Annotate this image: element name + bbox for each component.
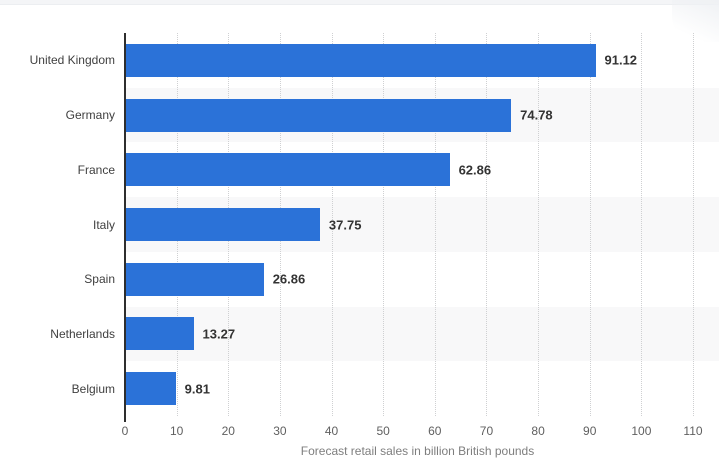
x-tick-label-60: 60 [428, 424, 442, 438]
bar-united-kingdom[interactable] [125, 43, 596, 77]
value-label-netherlands: 13.27 [202, 326, 236, 342]
gridline [641, 33, 643, 416]
x-tick-label-80: 80 [531, 424, 545, 438]
gridline [538, 33, 540, 416]
gridline [589, 33, 591, 416]
gridline [434, 33, 436, 416]
x-tick-label-0: 0 [121, 424, 129, 438]
bar-italy[interactable] [125, 208, 320, 241]
y-axis-line [124, 33, 126, 422]
x-tick-label-50: 50 [376, 424, 390, 438]
gridline [693, 33, 694, 416]
category-label-germany: Germany [65, 108, 115, 123]
x-tick-label-90: 90 [583, 424, 597, 438]
category-label-france: France [77, 162, 115, 177]
page-top-divider [0, 0, 719, 5]
gridline [383, 33, 385, 416]
corner-shade [672, 0, 719, 42]
category-label-united-kingdom: United Kingdom [29, 53, 115, 68]
gridline [486, 33, 488, 416]
value-label-united-kingdom: 91.12 [604, 52, 638, 68]
value-label-belgium: 9.81 [184, 381, 210, 397]
bar-france[interactable] [125, 153, 450, 187]
x-axis-title: Forecast retail sales in billion British… [300, 444, 535, 458]
x-tick-label-10: 10 [169, 424, 184, 438]
x-tick-label-40: 40 [324, 424, 339, 438]
category-label-spain: Spain [84, 272, 115, 287]
bar-germany[interactable] [125, 98, 512, 132]
value-label-germany: 74.78 [520, 107, 553, 123]
category-label-belgium: Belgium [71, 381, 115, 396]
x-tick-label-20: 20 [221, 424, 235, 438]
bar-spain[interactable] [125, 262, 264, 296]
bar-belgium[interactable] [125, 372, 176, 406]
value-label-italy: 37.75 [328, 217, 362, 232]
bar-netherlands[interactable] [125, 317, 194, 351]
x-tick-label-70: 70 [479, 424, 494, 438]
x-tick-label-100: 100 [631, 424, 652, 438]
value-label-spain: 26.86 [272, 271, 306, 287]
x-tick-label-110: 110 [683, 424, 703, 438]
plot-area: 91.12 74.78 62.86 37.75 26.86 13.27 9.81 [125, 33, 719, 416]
x-tick-label-30: 30 [273, 424, 287, 438]
gridline [331, 33, 333, 416]
category-label-netherlands: Netherlands [50, 326, 115, 341]
category-label-italy: Italy [92, 217, 115, 232]
value-label-france: 62.86 [458, 162, 492, 178]
row-stripe [125, 306, 719, 362]
